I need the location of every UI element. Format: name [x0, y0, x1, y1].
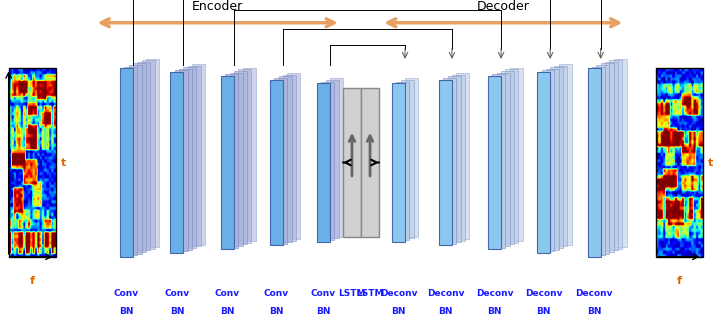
- Text: BN: BN: [587, 307, 601, 316]
- Bar: [321, 82, 334, 240]
- Bar: [488, 76, 501, 249]
- Bar: [656, 68, 703, 257]
- Bar: [609, 60, 622, 249]
- Bar: [361, 88, 379, 237]
- Bar: [448, 76, 461, 242]
- Bar: [137, 62, 150, 250]
- Bar: [279, 76, 292, 242]
- Bar: [501, 71, 514, 244]
- Text: t: t: [61, 158, 66, 167]
- Text: BN: BN: [170, 307, 184, 316]
- Bar: [234, 71, 247, 244]
- Bar: [497, 72, 510, 246]
- Bar: [546, 69, 559, 250]
- Bar: [601, 63, 614, 252]
- Bar: [142, 60, 155, 249]
- Bar: [392, 83, 405, 242]
- Bar: [401, 80, 414, 239]
- Text: BN: BN: [438, 307, 453, 316]
- Bar: [550, 67, 563, 248]
- Bar: [452, 75, 465, 240]
- Bar: [439, 80, 452, 245]
- Bar: [396, 82, 409, 240]
- Bar: [330, 78, 343, 237]
- Bar: [129, 65, 142, 254]
- Bar: [183, 67, 196, 248]
- Text: Deconv: Deconv: [575, 289, 613, 298]
- Bar: [492, 74, 505, 248]
- Bar: [505, 69, 518, 243]
- Text: Decoder: Decoder: [477, 0, 530, 13]
- Text: BN: BN: [536, 307, 551, 316]
- Bar: [243, 68, 256, 241]
- Bar: [326, 80, 339, 239]
- Bar: [542, 71, 554, 251]
- Text: Deconv: Deconv: [380, 289, 417, 298]
- Bar: [405, 78, 418, 237]
- Bar: [614, 58, 627, 247]
- Bar: [192, 64, 205, 245]
- Text: f: f: [677, 276, 682, 286]
- Bar: [605, 62, 618, 250]
- Text: BN: BN: [391, 307, 406, 316]
- Bar: [133, 63, 146, 252]
- Bar: [274, 78, 287, 244]
- Text: f: f: [30, 276, 35, 286]
- Text: t: t: [708, 158, 713, 167]
- Bar: [559, 64, 572, 245]
- Text: BN: BN: [269, 307, 284, 316]
- Text: Conv: Conv: [311, 289, 336, 298]
- Bar: [188, 66, 201, 246]
- Bar: [179, 69, 192, 250]
- Bar: [175, 71, 188, 251]
- Text: BN: BN: [220, 307, 235, 316]
- Bar: [343, 88, 361, 237]
- Bar: [230, 72, 243, 246]
- Bar: [287, 73, 300, 239]
- Text: Conv: Conv: [264, 289, 289, 298]
- Text: BN: BN: [316, 307, 331, 316]
- Text: Deconv: Deconv: [427, 289, 464, 298]
- Bar: [221, 76, 234, 249]
- Text: Conv: Conv: [114, 289, 139, 298]
- Bar: [270, 80, 283, 245]
- Text: BN: BN: [487, 307, 502, 316]
- Bar: [225, 74, 238, 248]
- Bar: [588, 68, 601, 257]
- Bar: [170, 72, 183, 253]
- Bar: [596, 65, 609, 254]
- Bar: [443, 78, 456, 244]
- Bar: [554, 66, 567, 246]
- Text: LSTM: LSTM: [356, 289, 384, 298]
- Bar: [124, 67, 137, 255]
- Text: Conv: Conv: [165, 289, 189, 298]
- Bar: [120, 68, 133, 257]
- Bar: [537, 72, 550, 253]
- Text: LSTM: LSTM: [338, 289, 366, 298]
- Text: BN: BN: [119, 307, 134, 316]
- Bar: [9, 68, 56, 257]
- Text: Conv: Conv: [215, 289, 240, 298]
- Bar: [456, 73, 469, 239]
- Bar: [592, 67, 605, 255]
- Bar: [238, 69, 251, 243]
- Bar: [283, 75, 296, 240]
- Text: Deconv: Deconv: [525, 289, 562, 298]
- Text: Encoder: Encoder: [192, 0, 243, 13]
- Bar: [146, 58, 159, 247]
- Bar: [317, 83, 330, 242]
- Text: Deconv: Deconv: [476, 289, 513, 298]
- Bar: [510, 68, 523, 241]
